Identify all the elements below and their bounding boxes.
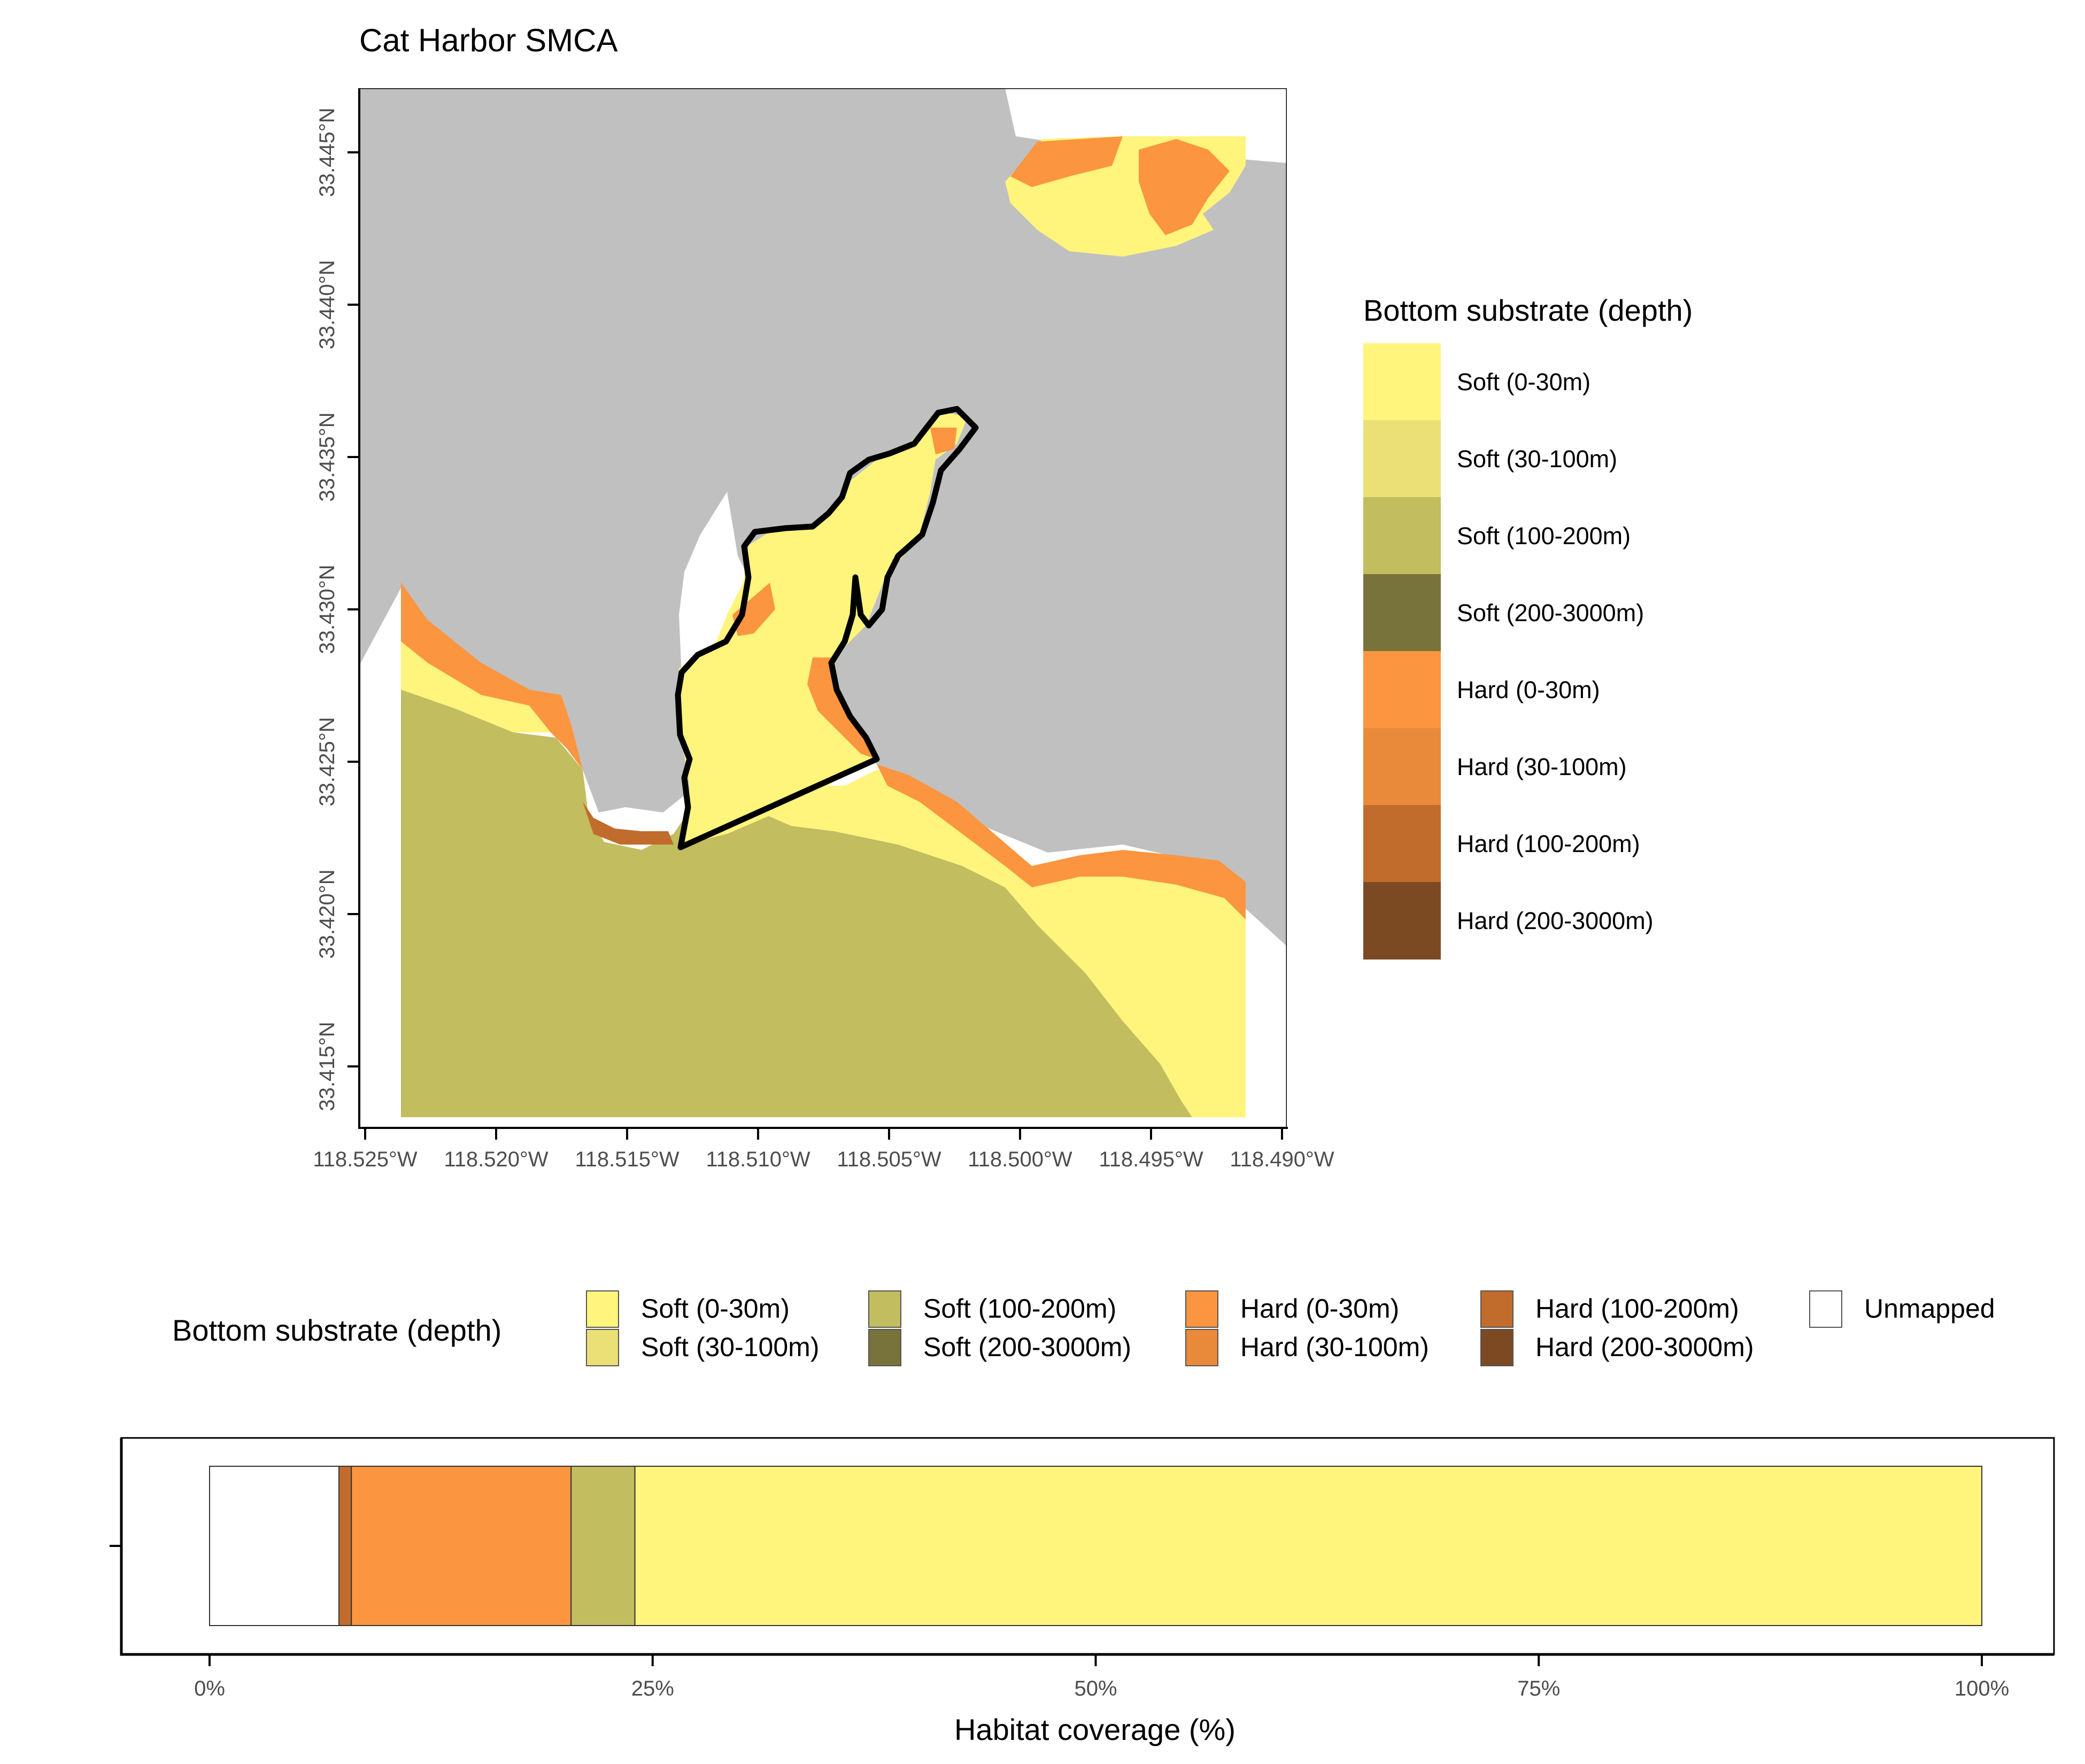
hard-0-30m-southeast: [877, 764, 1246, 919]
bar-segments: [209, 1466, 1982, 1626]
legend-swatch: [1363, 497, 1441, 575]
bottom-legend-label: Hard (0-30m): [1240, 1294, 1399, 1324]
lon-tick-label: 118.500°W: [968, 1148, 1072, 1171]
bar-segment: [570, 1466, 636, 1626]
legend-swatch: [1363, 651, 1441, 729]
bar-segment: [634, 1466, 1982, 1626]
bottom-legend-label: Soft (30-100m): [641, 1332, 819, 1362]
mpa-boundary[interactable]: [675, 406, 979, 850]
bottom-legend-swatch: [1809, 1290, 1842, 1328]
legend-swatch: [1363, 805, 1441, 883]
bar-x-tick-label: 0%: [194, 1677, 225, 1700]
lat-tick-label: 33.435°N: [315, 412, 339, 501]
legend-swatch: [1363, 343, 1441, 421]
bar-x-ticks: 0% 25% 50% 75% 100%: [194, 1654, 2009, 1700]
legend-swatch: [1363, 574, 1441, 652]
legend-label: Soft (200-3000m): [1457, 599, 1644, 626]
legend-swatch: [1363, 420, 1441, 498]
bar-x-tick-label: 100%: [1955, 1677, 2009, 1700]
lon-tick-label: 118.505°W: [837, 1148, 941, 1171]
bar-segment: [209, 1466, 339, 1626]
bottom-legend-label: Soft (100-200m): [923, 1294, 1116, 1324]
lat-tick-label: 33.440°N: [315, 260, 339, 349]
hard-0-30m-northeast-2: [1139, 139, 1230, 235]
bottom-legend-swatch: [1185, 1329, 1218, 1366]
soft-0-30m-west: [401, 641, 556, 732]
lon-tick-label: 118.515°W: [575, 1148, 679, 1171]
lon-ticks: 118.525°W 118.520°W 118.515°W 118.510°W 118.…: [313, 1128, 1334, 1171]
bottom-legend-label: Soft (0-30m): [641, 1294, 790, 1324]
bar-segment: [338, 1466, 352, 1626]
bar-segment: [351, 1466, 572, 1626]
bottom-legend-label: Hard (200-3000m): [1535, 1332, 1754, 1362]
bottom-legend-label: Hard (100-200m): [1535, 1294, 1739, 1324]
lon-tick-label: 118.490°W: [1230, 1148, 1334, 1171]
hard-0-30m-harbor-tip: [930, 428, 957, 454]
lat-tick-label: 33.420°N: [315, 869, 339, 958]
lon-tick-label: 118.520°W: [444, 1148, 549, 1171]
hard-0-30m-harbor-west: [732, 583, 775, 636]
bottom-legend-swatch: [586, 1329, 619, 1366]
bar-x-tick-label: 25%: [631, 1677, 674, 1700]
bar-x-tick-label: 75%: [1517, 1677, 1560, 1700]
lat-tick-label: 33.445°N: [315, 107, 339, 197]
legend-swatch: [1363, 728, 1441, 806]
legend-title: Bottom substrate (depth): [1363, 293, 1693, 327]
map-title: Cat Harbor SMCA: [359, 22, 617, 58]
bottom-legend-label: Soft (200-3000m): [923, 1332, 1131, 1362]
legend-label: Hard (0-30m): [1457, 676, 1600, 703]
cat-harbor-soft-0-30m: [679, 412, 968, 845]
bottom-legend-swatch: [868, 1290, 901, 1328]
soft-100-200m-area: [401, 690, 1192, 1117]
hard-100-200m-cove: [583, 802, 674, 845]
bar-x-tick-label: 50%: [1074, 1677, 1117, 1700]
map-canvas[interactable]: [359, 88, 1287, 1128]
legend-label: Soft (30-100m): [1457, 445, 1617, 473]
lon-tick-label: 118.525°W: [313, 1148, 418, 1171]
bottom-legend-swatch: [1185, 1290, 1218, 1328]
lon-tick-label: 118.495°W: [1099, 1148, 1203, 1171]
legend-label: Hard (100-200m): [1457, 830, 1640, 857]
lat-tick-label: 33.430°N: [315, 564, 339, 654]
legend-items: Soft (0-30m) Soft (30-100m) Soft (100-200m…: [1363, 343, 1654, 960]
legend-label: Soft (0-30m): [1457, 368, 1590, 396]
bottom-legend-swatch: [1480, 1329, 1513, 1366]
hard-0-30m-northeast: [1010, 136, 1123, 187]
bottom-legend-swatch: [586, 1290, 619, 1328]
bottom-legend-title: Bottom substrate (depth): [172, 1313, 501, 1347]
bottom-legend-swatch: [1480, 1290, 1513, 1328]
hard-0-30m-west: [401, 583, 583, 770]
bottom-legend-label: Unmapped: [1864, 1294, 1995, 1324]
lat-tick-label: 33.415°N: [315, 1022, 339, 1111]
legend-swatch: [1363, 882, 1441, 960]
lat-tick-label: 33.425°N: [315, 717, 339, 806]
bottom-legend-label: Hard (30-100m): [1240, 1332, 1429, 1362]
bar-x-axis-title: Habitat coverage (%): [954, 1713, 1235, 1746]
bottom-legend-items: Soft (0-30m) Soft (30-100m) Soft (100-200m…: [586, 1290, 1995, 1366]
legend-label: Hard (200-3000m): [1457, 907, 1654, 934]
bottom-legend-swatch: [868, 1329, 901, 1366]
lat-ticks: 33.445°N 33.440°N 33.435°N 33.430°N 33.425°N…: [315, 107, 359, 1111]
lon-tick-label: 118.510°W: [706, 1148, 810, 1171]
legend-label: Soft (100-200m): [1457, 522, 1631, 550]
legend-label: Hard (30-100m): [1457, 753, 1627, 780]
